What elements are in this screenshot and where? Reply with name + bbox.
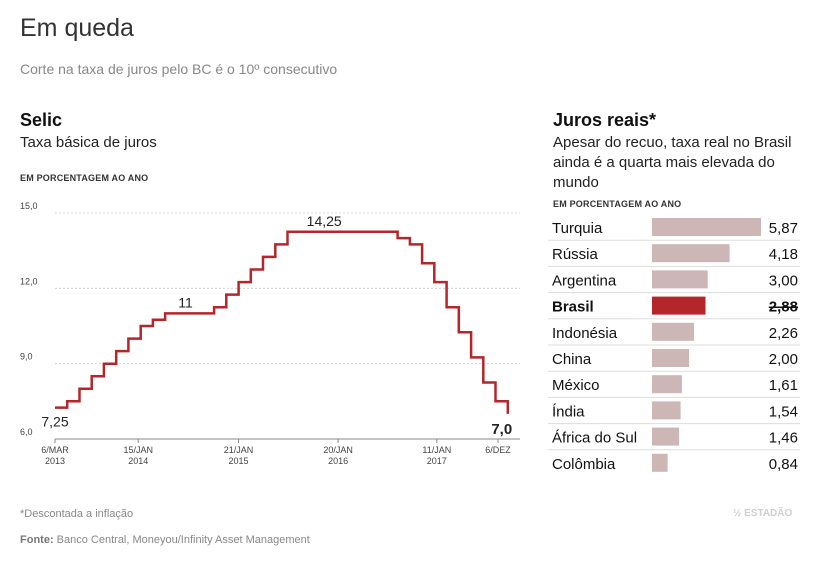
bar-category-label: África do Sul [552, 430, 637, 447]
bar-china [652, 349, 690, 367]
page-subtitle: Corte na taxa de juros pelo BC é o 10º c… [20, 61, 338, 77]
page-title: Em queda [20, 14, 134, 42]
bar-value-label: 4,18 [769, 246, 798, 263]
selic-chart-subtitle: Taxa básica de juros [20, 134, 157, 151]
bar-value-label: 0,84 [769, 456, 798, 473]
bar-value-label: 1,54 [769, 403, 798, 420]
bar-value-label: 2,26 [769, 325, 798, 342]
source-text: Banco Central, Moneyou/Infinity Asset Ma… [56, 534, 310, 546]
bar-category-label: Turquia [552, 220, 603, 237]
real-rates-unit-label: EM PORCENTAGEM AO ANO [553, 199, 682, 209]
bar-category-label: Brasil [552, 299, 594, 316]
bar-turquia [652, 218, 761, 236]
y-tick-label: 9,0 [20, 352, 33, 362]
x-tick-label: 11/JAN [422, 445, 451, 455]
selic-annotation: 11 [178, 294, 193, 310]
bar-category-label: Indonésia [552, 325, 618, 342]
bar-m-xico [652, 375, 682, 394]
logo-text: ESTADÃO [744, 508, 793, 519]
bar-category-label: China [552, 351, 592, 368]
selic-series-line [55, 230, 510, 414]
y-tick-label: 15,0 [20, 201, 38, 211]
y-tick-label: 6,0 [20, 427, 33, 437]
bar--ndia [652, 401, 681, 420]
bar-value-label: 2,00 [769, 351, 798, 368]
x-tick-label: 2015 [229, 456, 249, 466]
bar-category-label: Colômbia [552, 456, 616, 473]
bar-argentina [652, 270, 708, 289]
y-tick-label: 12,0 [20, 276, 38, 286]
real-rates-chart-subtitle: Apesar do recuo, taxa real no Brasil ain… [553, 134, 792, 191]
selic-annotation: 14,25 [307, 213, 342, 229]
bar-col-mbia [652, 453, 668, 472]
bar-value-label: 1,46 [769, 430, 798, 447]
real-rates-bar-chart: Turquia 5,87 Rússia 4,18 Argentina 3,00 Brasil… [548, 218, 800, 473]
selic-chart-title: Selic [20, 110, 63, 130]
source-note: Fonte: Banco Central, Moneyou/Infinity A… [20, 534, 310, 546]
selic-annotation: 7,25 [41, 414, 68, 430]
bar-r-ssia [652, 244, 730, 263]
x-tick-label: 2013 [45, 456, 65, 466]
bar-value-label: 2,88 [769, 299, 798, 316]
x-tick-label: 6/DEZ [485, 445, 511, 455]
bar-indon-sia [652, 322, 694, 341]
bar-value-label: 5,87 [769, 220, 798, 237]
footnote: *Descontada a inflação [20, 508, 134, 520]
x-tick-label: 2016 [328, 456, 348, 466]
bar-category-label: México [552, 377, 600, 394]
x-tick-label: 6/MAR [41, 445, 69, 455]
x-tick-label: 2017 [427, 456, 447, 466]
bar-value-label: 1,61 [769, 377, 798, 394]
x-tick-label: 15/JAN [123, 445, 153, 455]
x-tick-label: 2014 [128, 456, 148, 466]
bar--frica-do-sul [652, 427, 680, 446]
bar-category-label: Rússia [552, 246, 599, 263]
source-label: Fonte: [20, 534, 54, 546]
estadao-logo: ½ ESTADÃO [733, 508, 793, 519]
bar-category-label: Argentina [552, 272, 617, 289]
x-tick-label: 21/JAN [224, 445, 254, 455]
selic-step-chart: 6,09,012,015,06/MAR201315/JAN201421/JAN2… [20, 201, 520, 466]
x-tick-label: 20/JAN [323, 445, 353, 455]
real-rates-chart-title: Juros reais* [553, 110, 657, 130]
selic-annotation: 7,0 [491, 421, 512, 438]
selic-unit-label: EM PORCENTAGEM AO ANO [20, 173, 149, 183]
bar-value-label: 3,00 [769, 272, 798, 289]
bar-category-label: Índia [552, 403, 585, 420]
bar-brasil [652, 296, 706, 315]
